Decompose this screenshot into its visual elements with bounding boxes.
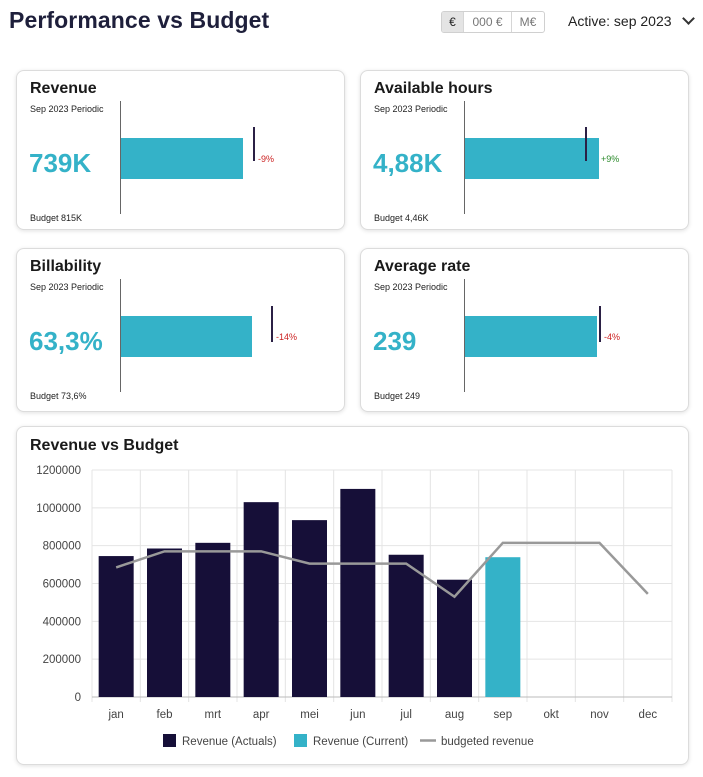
y-tick-label: 800000 xyxy=(43,541,81,553)
kpi-actual-bar xyxy=(465,138,599,179)
chart-title: Revenue vs Budget xyxy=(30,437,179,454)
bar-sep xyxy=(485,557,521,697)
chevron-down-icon xyxy=(681,12,695,25)
kpi-actual-bar xyxy=(121,138,243,179)
bar-feb xyxy=(147,548,182,697)
kpi-value: 239 xyxy=(373,326,417,356)
legend-label: Revenue (Actuals) xyxy=(182,736,277,748)
kpi-variance: -4% xyxy=(604,332,621,342)
x-tick-label: dec xyxy=(639,709,658,721)
x-tick-label: nov xyxy=(590,709,609,721)
x-tick-label: apr xyxy=(253,709,270,721)
kpi-period: Sep 2023 Periodic xyxy=(374,104,448,114)
x-tick-label: sep xyxy=(494,709,513,721)
bar-jan xyxy=(98,556,134,697)
y-tick-label: 0 xyxy=(75,692,81,704)
revenue-vs-budget-card: Revenue vs Budget 1200000 1000000 800000 60… xyxy=(16,426,689,765)
kpi-budget-marker xyxy=(599,306,601,342)
bar-apr xyxy=(243,502,279,697)
period-select[interactable]: Active: sep 2023 xyxy=(568,12,695,29)
kpi-budget: Budget 815K xyxy=(30,213,83,223)
x-tick-label: jul xyxy=(399,709,412,721)
kpi-card-average-rate: Average rate Sep 2023 Periodic 239 Budge… xyxy=(360,248,689,412)
y-tick-label: 400000 xyxy=(43,616,81,628)
legend-swatch xyxy=(163,734,176,747)
kpi-period: Sep 2023 Periodic xyxy=(30,282,104,292)
kpi-budget-marker xyxy=(253,127,255,161)
x-tick-label: aug xyxy=(445,709,464,721)
kpi-title: Available hours xyxy=(374,80,493,97)
kpi-axis xyxy=(120,279,121,392)
kpi-title: Average rate xyxy=(374,258,471,275)
kpi-title: Billability xyxy=(30,258,102,275)
bar-mei xyxy=(292,520,327,697)
kpi-card-revenue: Revenue Sep 2023 Periodic 739K Budget 81… xyxy=(16,70,345,230)
kpi-title: Revenue xyxy=(30,80,97,97)
y-tick-label: 200000 xyxy=(43,654,81,666)
legend-swatch xyxy=(294,734,307,747)
kpi-axis xyxy=(120,101,121,214)
page-title: Performance vs Budget xyxy=(9,7,270,33)
kpi-value: 63,3% xyxy=(29,326,103,356)
kpi-variance: -14% xyxy=(276,332,298,342)
kpi-card-available-hours: Available hours Sep 2023 Periodic 4,88K … xyxy=(360,70,689,230)
kpi-period: Sep 2023 Periodic xyxy=(374,282,448,292)
y-tick-label: 1200000 xyxy=(36,465,81,477)
x-tick-label: okt xyxy=(543,709,559,721)
bar-mrt xyxy=(195,542,231,697)
y-tick-label: 600000 xyxy=(43,579,81,591)
kpi-variance: -9% xyxy=(258,154,275,164)
kpi-variance: +9% xyxy=(601,154,620,164)
kpi-card-billability: Billability Sep 2023 Periodic 63,3% Budg… xyxy=(16,248,345,412)
kpi-value: 4,88K xyxy=(373,148,443,178)
kpi-axis xyxy=(464,279,465,392)
kpi-budget-marker xyxy=(271,306,273,342)
kpi-budget: Budget 249 xyxy=(374,391,421,401)
unit-euro-button[interactable]: € xyxy=(442,12,464,32)
kpi-budget-marker xyxy=(585,127,587,161)
x-tick-label: jan xyxy=(107,709,123,721)
unit-thousands-button[interactable]: 000 € xyxy=(464,12,512,32)
bar-jun xyxy=(340,488,376,697)
kpi-value: 739K xyxy=(29,148,92,178)
period-label: Active: sep 2023 xyxy=(568,13,672,29)
unit-millions-button[interactable]: M€ xyxy=(519,15,537,29)
y-tick-label: 1000000 xyxy=(36,503,81,515)
budget-line xyxy=(115,541,649,599)
x-tick-label: jun xyxy=(349,709,365,721)
kpi-budget: Budget 4,46K xyxy=(374,213,429,223)
kpi-budget: Budget 73,6% xyxy=(30,391,87,401)
kpi-period: Sep 2023 Periodic xyxy=(30,104,104,114)
bar-jul xyxy=(388,554,424,697)
x-tick-label: mei xyxy=(300,709,319,721)
x-tick-label: mrt xyxy=(205,709,222,721)
kpi-actual-bar xyxy=(121,316,252,357)
legend-label: Revenue (Current) xyxy=(313,736,408,748)
legend-label: budgeted revenue xyxy=(441,736,534,748)
unit-toggle: € 000 € M€ xyxy=(441,11,545,33)
bar-aug xyxy=(437,579,472,697)
kpi-actual-bar xyxy=(465,316,597,357)
kpi-axis xyxy=(464,101,465,214)
revenue-vs-budget-chart: 1200000 1000000 800000 600000 400000 200000 0 j… xyxy=(36,465,673,748)
x-tick-label: feb xyxy=(157,709,173,721)
